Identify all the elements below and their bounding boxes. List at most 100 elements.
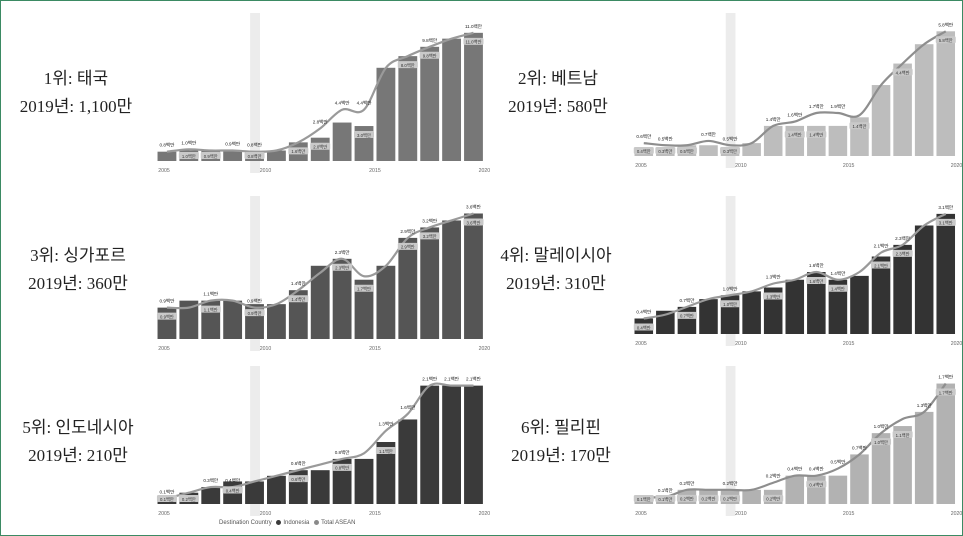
x-tick-label: 2010 xyxy=(735,341,747,347)
bar-label-bg xyxy=(720,300,741,308)
bar-data-label: 0.1백만 xyxy=(637,496,651,503)
point-data-label: 1.3백만 xyxy=(766,274,782,281)
point-data-label: 1.3백만 xyxy=(917,402,933,409)
bar-label-bg xyxy=(935,36,956,44)
bar xyxy=(893,63,912,156)
bar-label-bg xyxy=(806,277,827,284)
x-tick-label: 2015 xyxy=(843,511,855,517)
bar-label-bg xyxy=(806,130,827,138)
bar xyxy=(699,145,718,156)
bar xyxy=(785,279,805,334)
bar-data-label: 1.0백만 xyxy=(874,439,888,446)
point-data-label: 4.4백만 xyxy=(335,100,351,107)
point-data-label: 1.3백만 xyxy=(378,421,394,428)
bar xyxy=(464,213,483,339)
bar-data-label: 0.5백만 xyxy=(680,148,694,155)
bar-label-bg xyxy=(288,147,309,155)
bar-label-bg xyxy=(676,311,697,319)
bar-data-label: 8.0백만 xyxy=(401,62,415,69)
bar-data-label: 1.4백만 xyxy=(831,286,845,293)
point-data-label: 0.2백만 xyxy=(723,480,739,487)
bar-data-label: 3.2백만 xyxy=(423,233,437,240)
rank-label: 5위: 인도네시아 xyxy=(22,418,134,437)
panel-label-1: 1위: 태국 2019년: 1,100만 xyxy=(1,65,151,121)
bar-data-label: 1.4백만 xyxy=(853,123,867,130)
bar-label-bg xyxy=(419,51,440,59)
bar-data-label: 1.6백만 xyxy=(291,148,305,155)
bar-label-bg xyxy=(354,284,375,292)
bar xyxy=(157,307,177,339)
point-data-label: 0.5백만 xyxy=(830,459,846,466)
bar xyxy=(420,46,440,161)
point-data-label: 0.4백만 xyxy=(636,309,652,316)
bar xyxy=(332,122,352,161)
point-data-label: 5.8백만 xyxy=(938,21,954,28)
bar xyxy=(871,433,891,504)
bar-data-label: 3.0백만 xyxy=(357,132,371,139)
bar-label-bg xyxy=(222,486,243,494)
bar-label-bg xyxy=(676,147,697,154)
bar xyxy=(742,489,761,504)
legend-dot-icon xyxy=(276,520,282,525)
bar xyxy=(376,67,396,161)
x-tick-label: 2005 xyxy=(635,511,647,517)
bar-label-bg xyxy=(332,463,353,471)
bar-label-bg xyxy=(200,305,221,313)
point-data-label: 1.1백만 xyxy=(203,291,219,298)
bar xyxy=(828,279,848,334)
bar xyxy=(914,411,934,504)
chart-1: 1.0백만 0.9백만 0.8백만 1.6백만 2.0백만 3.0백만 8.0백만 9.8백만… xyxy=(157,13,491,174)
point-data-label: 9.8백만 xyxy=(422,37,438,44)
bar-label-bg xyxy=(633,323,654,331)
point-data-label: 0.3백만 xyxy=(203,477,219,484)
x-tick-label: 2015 xyxy=(843,163,855,169)
bar-data-label: 2.3백만 xyxy=(896,251,910,258)
bar xyxy=(201,487,221,504)
bar-label-bg xyxy=(200,152,221,159)
bar-data-label: 0.6백만 xyxy=(291,476,305,483)
bar xyxy=(245,481,264,504)
bar-data-label: 2.0백만 xyxy=(313,143,327,150)
x-tick-label: 2015 xyxy=(369,346,381,352)
bar-data-label: 0.4백만 xyxy=(226,487,240,494)
bar-data-label: 2.3백만 xyxy=(335,265,349,272)
bar-data-label: 0.2백만 xyxy=(723,496,737,503)
point-data-label: 0.9백만 xyxy=(160,298,176,305)
bar-label-bg xyxy=(871,438,892,446)
point-data-label: 1.4백만 xyxy=(830,270,846,277)
bar-label-bg xyxy=(244,309,265,317)
chart-4: 0.4백만 0.7백만 1.0백만 1.3백만 1.6백만 1.4백만 2.1백만 2.3백만… xyxy=(633,196,962,347)
bar-data-label: 4.4백만 xyxy=(896,69,910,76)
bar-data-label: 0.4백만 xyxy=(637,148,651,155)
x-tick-label: 2010 xyxy=(260,346,272,352)
bar xyxy=(871,85,891,156)
bar-data-label: 0.2백만 xyxy=(182,496,196,503)
bar xyxy=(914,44,934,157)
x-tick-label: 2010 xyxy=(260,511,272,517)
x-tick-label: 2020 xyxy=(479,168,491,174)
point-data-label: 0.7백만 xyxy=(679,297,695,304)
point-data-label: 3.1백만 xyxy=(938,204,954,211)
bar-data-label: 0.2백만 xyxy=(680,496,694,503)
panel-label-2: 2위: 베트남 2019년: 580만 xyxy=(483,65,633,121)
point-data-label: 2.1백만 xyxy=(444,376,460,383)
bar-label-bg xyxy=(655,147,676,154)
bar-label-bg xyxy=(892,68,913,76)
bar-data-label: 11.0백만 xyxy=(466,39,482,46)
bar-data-label: 2.1백만 xyxy=(874,262,888,269)
point-data-label: 2.1백만 xyxy=(874,243,890,250)
bar-data-label: 1.4백만 xyxy=(809,132,823,139)
point-data-label: 0.4백만 xyxy=(225,477,241,484)
bar-data-label: 2.9백만 xyxy=(401,244,415,251)
point-data-label: 0.9백만 xyxy=(247,298,263,305)
point-data-label: 0.8백만 xyxy=(335,449,351,456)
bar xyxy=(398,56,418,162)
bar-label-bg xyxy=(156,312,177,320)
point-data-label: 1.4백만 xyxy=(291,280,307,287)
bar xyxy=(267,150,286,161)
bar-data-label: 5.8백만 xyxy=(939,37,953,44)
bar xyxy=(442,385,462,504)
bar-label-bg xyxy=(178,495,199,502)
x-tick-label: 2005 xyxy=(635,163,647,169)
point-data-label: 2.9백만 xyxy=(400,228,416,235)
